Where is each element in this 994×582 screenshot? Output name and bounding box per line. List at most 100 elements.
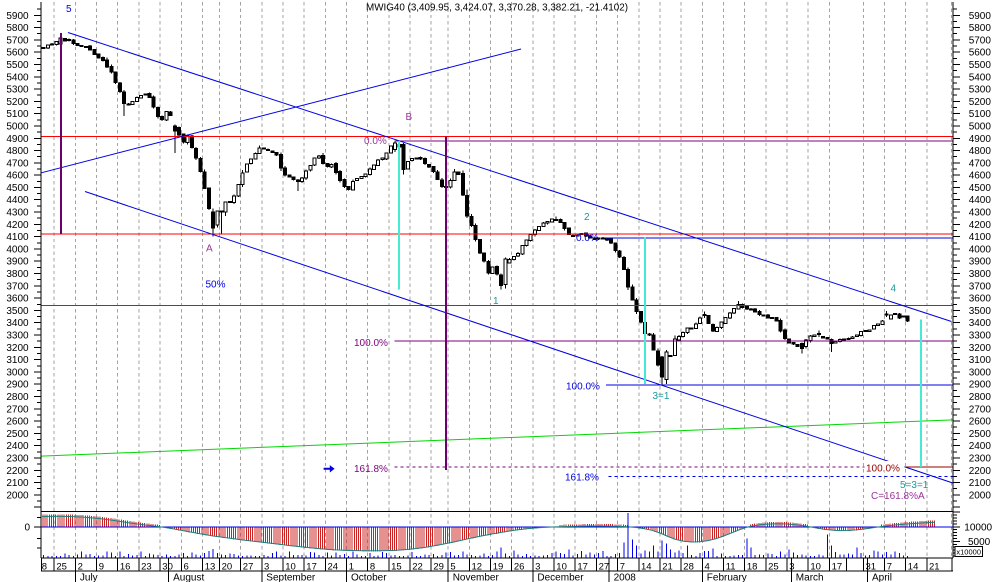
svg-text:3: 3 (789, 561, 794, 572)
svg-text:5600: 5600 (969, 48, 992, 59)
svg-text:3=1: 3=1 (653, 391, 670, 402)
svg-text:5200: 5200 (6, 97, 29, 108)
svg-text:6: 6 (184, 561, 189, 572)
svg-text:5300: 5300 (6, 85, 29, 96)
svg-text:3300: 3300 (6, 331, 29, 342)
svg-text:5: 5 (66, 4, 72, 15)
svg-text:50%: 50% (206, 280, 226, 291)
svg-text:3200: 3200 (969, 343, 992, 354)
svg-text:5400: 5400 (969, 72, 992, 83)
svg-text:July: July (80, 572, 98, 582)
svg-text:3000: 3000 (6, 367, 29, 378)
svg-text:5300: 5300 (969, 85, 992, 96)
svg-text:3400: 3400 (969, 318, 992, 329)
svg-text:3200: 3200 (6, 343, 29, 354)
svg-text:October: October (351, 572, 387, 582)
svg-text:4800: 4800 (6, 146, 29, 157)
svg-text:3800: 3800 (6, 269, 29, 280)
svg-text:February: February (707, 572, 747, 582)
svg-text:3900: 3900 (6, 257, 29, 268)
svg-text:100.0%: 100.0% (866, 463, 900, 474)
svg-text:17: 17 (577, 561, 588, 572)
svg-text:161.8%: 161.8% (354, 464, 388, 475)
svg-text:12: 12 (472, 561, 483, 572)
svg-text:20: 20 (222, 561, 233, 572)
svg-text:4500: 4500 (969, 183, 992, 194)
svg-text:17: 17 (306, 561, 317, 572)
svg-text:3700: 3700 (969, 281, 992, 292)
svg-text:3500: 3500 (6, 306, 29, 317)
svg-text:3600: 3600 (6, 294, 29, 305)
svg-text:3100: 3100 (6, 355, 29, 366)
svg-text:10: 10 (285, 561, 296, 572)
svg-text:0.0%: 0.0% (576, 233, 599, 244)
svg-text:2200: 2200 (969, 466, 992, 477)
svg-text:4200: 4200 (6, 220, 29, 231)
svg-text:2900: 2900 (969, 380, 992, 391)
svg-text:7: 7 (887, 561, 892, 572)
svg-text:10: 10 (556, 561, 567, 572)
svg-text:2100: 2100 (6, 478, 29, 489)
svg-text:2300: 2300 (6, 454, 29, 465)
svg-text:3800: 3800 (969, 269, 992, 280)
svg-text:161.8%: 161.8% (565, 473, 599, 484)
svg-text:10: 10 (810, 561, 821, 572)
svg-text:4100: 4100 (6, 232, 29, 243)
svg-text:4100: 4100 (969, 232, 992, 243)
svg-text:4000: 4000 (6, 244, 29, 255)
svg-text:21: 21 (929, 561, 940, 572)
svg-text:3100: 3100 (969, 355, 992, 366)
svg-text:26: 26 (514, 561, 525, 572)
svg-text:5000: 5000 (969, 122, 992, 133)
svg-text:2400: 2400 (969, 441, 992, 452)
svg-text:2800: 2800 (969, 392, 992, 403)
svg-text:2: 2 (78, 561, 83, 572)
svg-text:4200: 4200 (969, 220, 992, 231)
svg-text:November: November (453, 572, 500, 582)
svg-text:4300: 4300 (969, 208, 992, 219)
svg-text:21: 21 (662, 561, 673, 572)
svg-text:9: 9 (99, 561, 104, 572)
svg-text:4600: 4600 (969, 171, 992, 182)
svg-text:2600: 2600 (6, 417, 29, 428)
svg-text:30: 30 (162, 561, 173, 572)
svg-text:5=3=1: 5=3=1 (900, 480, 929, 491)
svg-text:2700: 2700 (6, 404, 29, 415)
svg-text:17: 17 (832, 561, 843, 572)
svg-text:3300: 3300 (969, 331, 992, 342)
svg-text:13: 13 (205, 561, 216, 572)
svg-text:14: 14 (641, 561, 652, 572)
svg-text:2008: 2008 (614, 572, 637, 582)
svg-text:5000: 5000 (6, 122, 29, 133)
svg-text:2000: 2000 (6, 490, 29, 501)
svg-text:5400: 5400 (6, 72, 29, 83)
svg-text:3900: 3900 (969, 257, 992, 268)
svg-text:4700: 4700 (969, 158, 992, 169)
svg-text:0: 0 (24, 523, 30, 534)
svg-text:25: 25 (768, 561, 779, 572)
svg-text:4400: 4400 (6, 195, 29, 206)
svg-text:10000: 10000 (964, 522, 992, 533)
svg-text:5200: 5200 (969, 97, 992, 108)
svg-text:4900: 4900 (969, 134, 992, 145)
svg-text:April: April (872, 572, 892, 582)
svg-text:4: 4 (891, 284, 897, 295)
svg-text:4: 4 (705, 561, 710, 572)
svg-text:28: 28 (683, 561, 694, 572)
svg-text:4600: 4600 (6, 171, 29, 182)
svg-text:5700: 5700 (969, 35, 992, 46)
svg-text:2100: 2100 (969, 478, 992, 489)
svg-text:3: 3 (535, 561, 540, 572)
svg-text:18: 18 (747, 561, 758, 572)
svg-text:3700: 3700 (6, 281, 29, 292)
svg-text:2300: 2300 (969, 454, 992, 465)
svg-text:0.0%: 0.0% (364, 136, 387, 147)
svg-text:5800: 5800 (969, 23, 992, 34)
svg-text:27: 27 (243, 561, 254, 572)
svg-text:MWIG40 (3,409.95, 3,424.07, 3,: MWIG40 (3,409.95, 3,424.07, 3,370.28, 3,… (366, 1, 628, 13)
svg-text:5800: 5800 (6, 23, 29, 34)
svg-text:31: 31 (866, 561, 877, 572)
svg-text:C=161.8%A: C=161.8%A (871, 491, 925, 502)
svg-text:4400: 4400 (969, 195, 992, 206)
svg-text:4700: 4700 (6, 158, 29, 169)
